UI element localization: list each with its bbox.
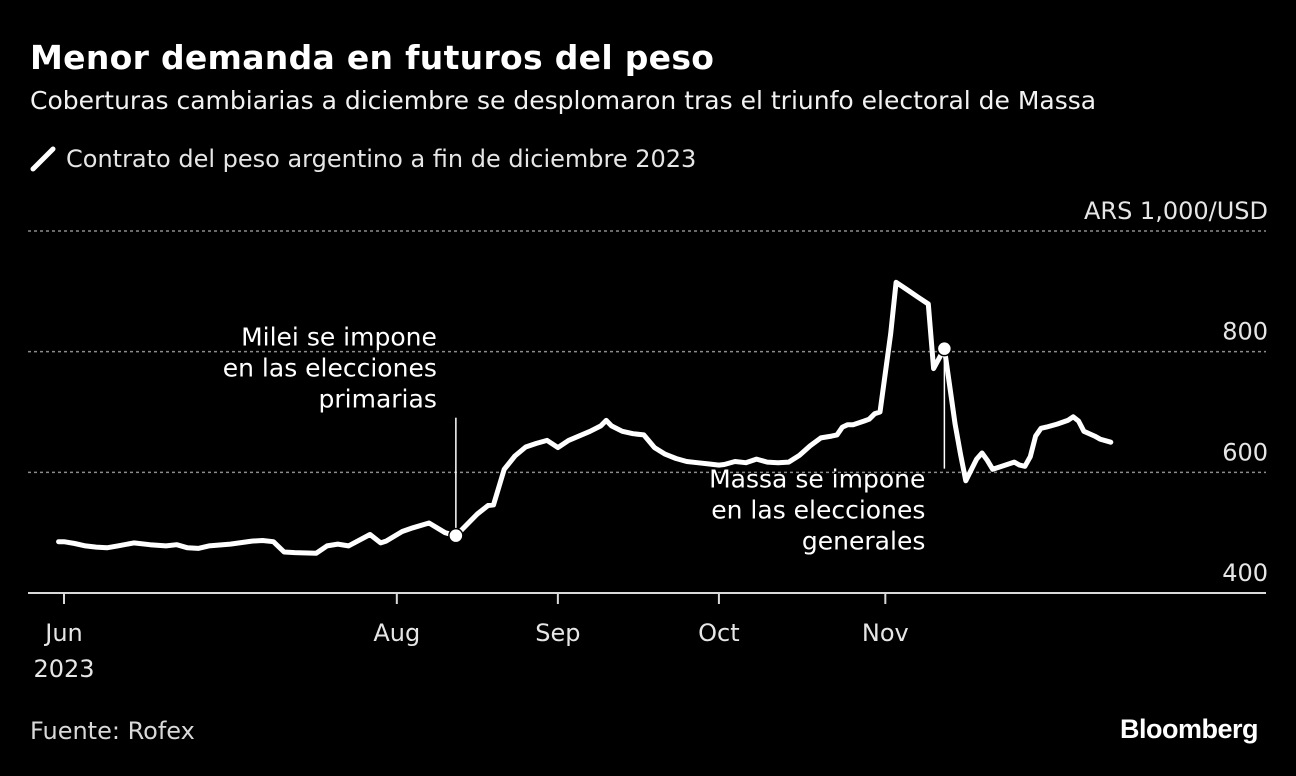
y-tick-label: 800	[1222, 318, 1268, 346]
annotation-marker	[448, 527, 464, 544]
annotation-text: Massa se impone	[709, 465, 925, 494]
x-tick-sublabel: 2023	[33, 655, 94, 683]
annotation-text: en las elecciones	[223, 354, 437, 383]
annotation-text: generales	[802, 527, 925, 556]
y-tick-label: 600	[1222, 438, 1268, 466]
source-note: Fuente: Rofex	[30, 717, 195, 745]
annotation-text: en las elecciones	[711, 496, 925, 525]
series-line	[56, 279, 1114, 556]
x-tick-label: Aug	[373, 619, 420, 647]
legend-line-icon	[30, 146, 56, 172]
x-tick-label: Sep	[535, 619, 580, 647]
bloomberg-logo: Bloomberg	[1119, 714, 1259, 744]
annotation-marker	[936, 340, 953, 357]
annotation-text: primarias	[319, 385, 437, 414]
chart-title: Menor demanda en futuros del peso	[30, 38, 715, 77]
x-tick-label: Jun	[43, 619, 83, 647]
legend-label: Contrato del peso argentino a fin de dic…	[66, 145, 697, 173]
y-tick-label: 400	[1222, 559, 1268, 587]
annotation-text: Milei se impone	[241, 323, 437, 352]
legend: Contrato del peso argentino a fin de dic…	[30, 142, 696, 176]
chart-subtitle: Coberturas cambiarias a diciembre se des…	[30, 86, 1097, 115]
x-tick-label: Nov	[862, 619, 909, 647]
x-tick-label: Oct	[698, 619, 740, 647]
y-axis-unit: ARS 1,000/USD	[1084, 197, 1268, 225]
